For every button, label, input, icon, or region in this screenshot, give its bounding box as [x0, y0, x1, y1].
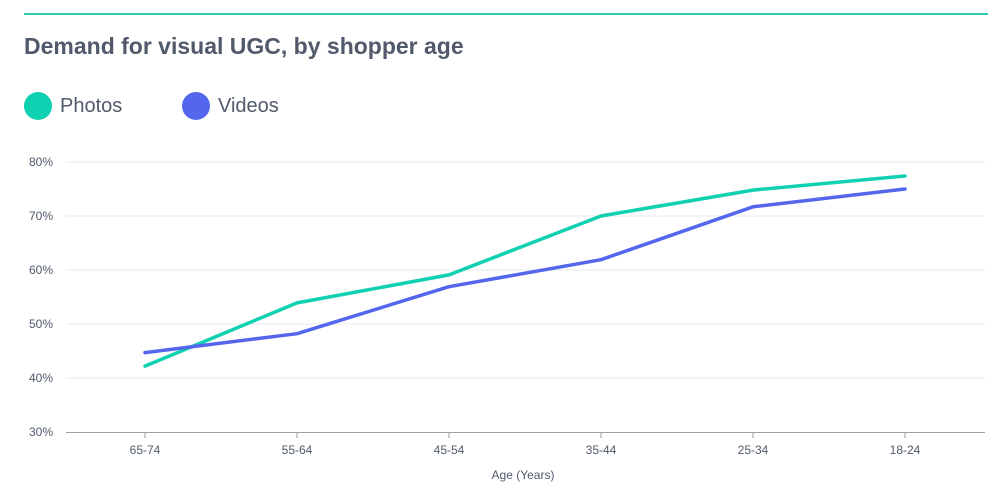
- chart-title: Demand for visual UGC, by shopper age: [24, 33, 464, 59]
- legend-swatch-photos: [24, 92, 52, 120]
- y-tick-label: 80%: [29, 155, 53, 169]
- axes: 30% 40% 50% 60% 70% 80% 65-74 55-64 45-54 35-44 25…: [29, 155, 985, 457]
- x-tick-label: 55-64: [282, 443, 313, 457]
- x-axis-title: Age (Years): [492, 468, 555, 482]
- x-tick-label: 45-54: [434, 443, 465, 457]
- x-tick-label: 35-44: [586, 443, 617, 457]
- header-accent-rule: [24, 13, 988, 15]
- x-tick-label: 65-74: [130, 443, 161, 457]
- series-line-videos: [143, 187, 907, 355]
- legend-item-videos: Videos: [182, 92, 279, 120]
- x-tick-label: 25-34: [738, 443, 769, 457]
- y-tick-label: 50%: [29, 317, 53, 331]
- legend-label-photos: Photos: [60, 94, 123, 117]
- legend-swatch-videos: [182, 92, 210, 120]
- series-line-photos: [143, 174, 907, 368]
- y-tick-label: 40%: [29, 371, 53, 385]
- legend-label-videos: Videos: [218, 94, 279, 117]
- legend-item-photos: Photos: [24, 92, 122, 120]
- x-tick-label: 18-24: [890, 443, 921, 457]
- gridlines: [66, 161, 985, 379]
- y-tick-label: 70%: [29, 209, 53, 223]
- series-lines: [143, 174, 907, 368]
- y-tick-label: 60%: [29, 263, 53, 277]
- y-tick-label: 30%: [29, 425, 53, 439]
